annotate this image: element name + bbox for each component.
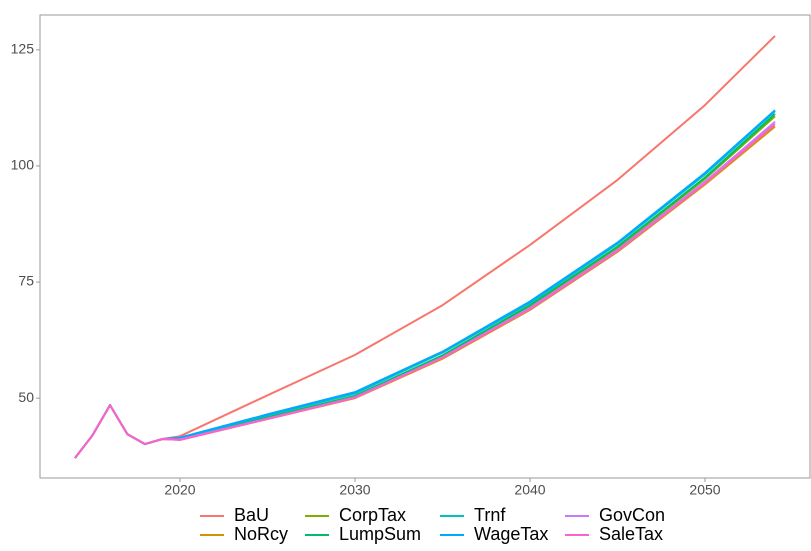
x-tick-label: 2030 — [339, 482, 370, 498]
series-line — [74, 110, 776, 459]
y-tick-label: 100 — [11, 157, 35, 173]
x-tick-label: 2050 — [689, 482, 720, 498]
series-line — [74, 113, 776, 459]
legend-label: NoRcy — [234, 524, 288, 544]
y-tick-label: 50 — [18, 389, 34, 405]
legend-label: CorpTax — [339, 505, 406, 525]
legend-label: BaU — [234, 505, 269, 525]
series-line — [74, 35, 776, 459]
legend-label: WageTax — [474, 524, 548, 544]
series-line — [74, 109, 776, 459]
series-line — [74, 115, 776, 459]
legend-label: GovCon — [599, 505, 665, 525]
y-tick-label: 75 — [18, 273, 34, 289]
series-line — [74, 125, 776, 459]
legend-label: SaleTax — [599, 524, 663, 544]
panel-border — [39, 14, 811, 479]
series-line — [74, 121, 776, 459]
y-tick-label: 125 — [11, 41, 35, 57]
series-line — [74, 123, 776, 459]
x-tick-label: 2040 — [514, 482, 545, 498]
legend-label: Trnf — [474, 505, 506, 525]
legend-label: LumpSum — [339, 524, 421, 544]
x-tick-label: 2020 — [164, 482, 195, 498]
